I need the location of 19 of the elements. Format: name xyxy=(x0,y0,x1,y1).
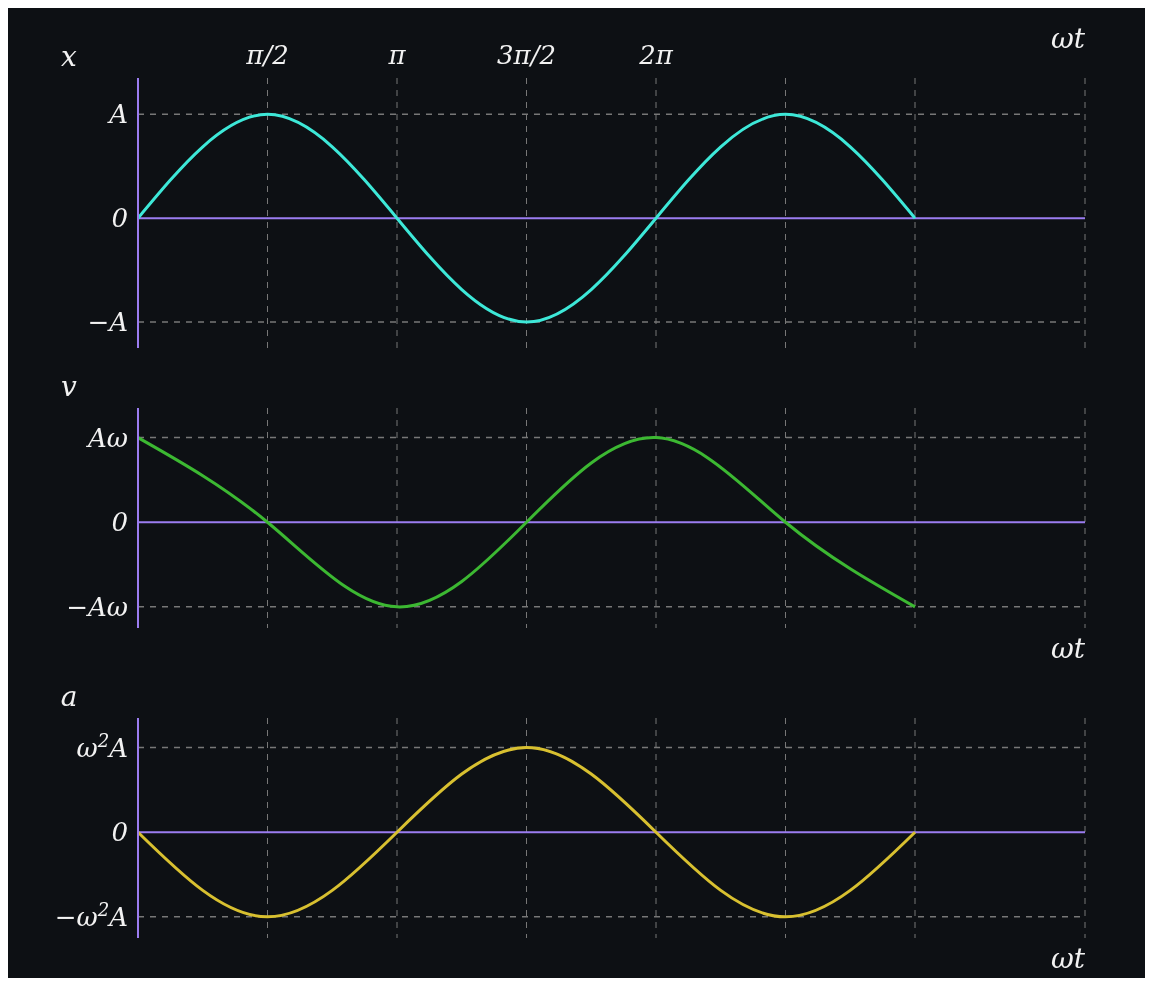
y-axis-title: x xyxy=(61,40,78,73)
ref-line-label: 0 xyxy=(111,203,128,234)
ref-line-label: A xyxy=(107,99,128,130)
ref-line-label: −ω$^{2}$A xyxy=(54,898,128,932)
x-axis-title: ωt xyxy=(1050,632,1086,665)
ref-line-label: Aω xyxy=(86,422,128,453)
ref-line-label: 0 xyxy=(111,817,128,848)
ref-line-label: −Aω xyxy=(66,591,128,622)
y-axis-title: v xyxy=(61,370,78,403)
x-tick-label: 3π/2 xyxy=(497,40,556,70)
ref-line-label: 0 xyxy=(111,507,128,538)
y-axis-title: a xyxy=(60,680,78,713)
ref-line-label: ω$^{2}$A xyxy=(76,729,128,763)
x-tick-label: 2π xyxy=(638,40,674,70)
x-tick-label: π/2 xyxy=(245,40,289,70)
ref-line-label: −A xyxy=(87,307,128,338)
x-axis-title: ωt xyxy=(1050,21,1086,55)
x-tick-label: π xyxy=(387,40,407,70)
x-axis-title: ωt xyxy=(1050,942,1086,975)
